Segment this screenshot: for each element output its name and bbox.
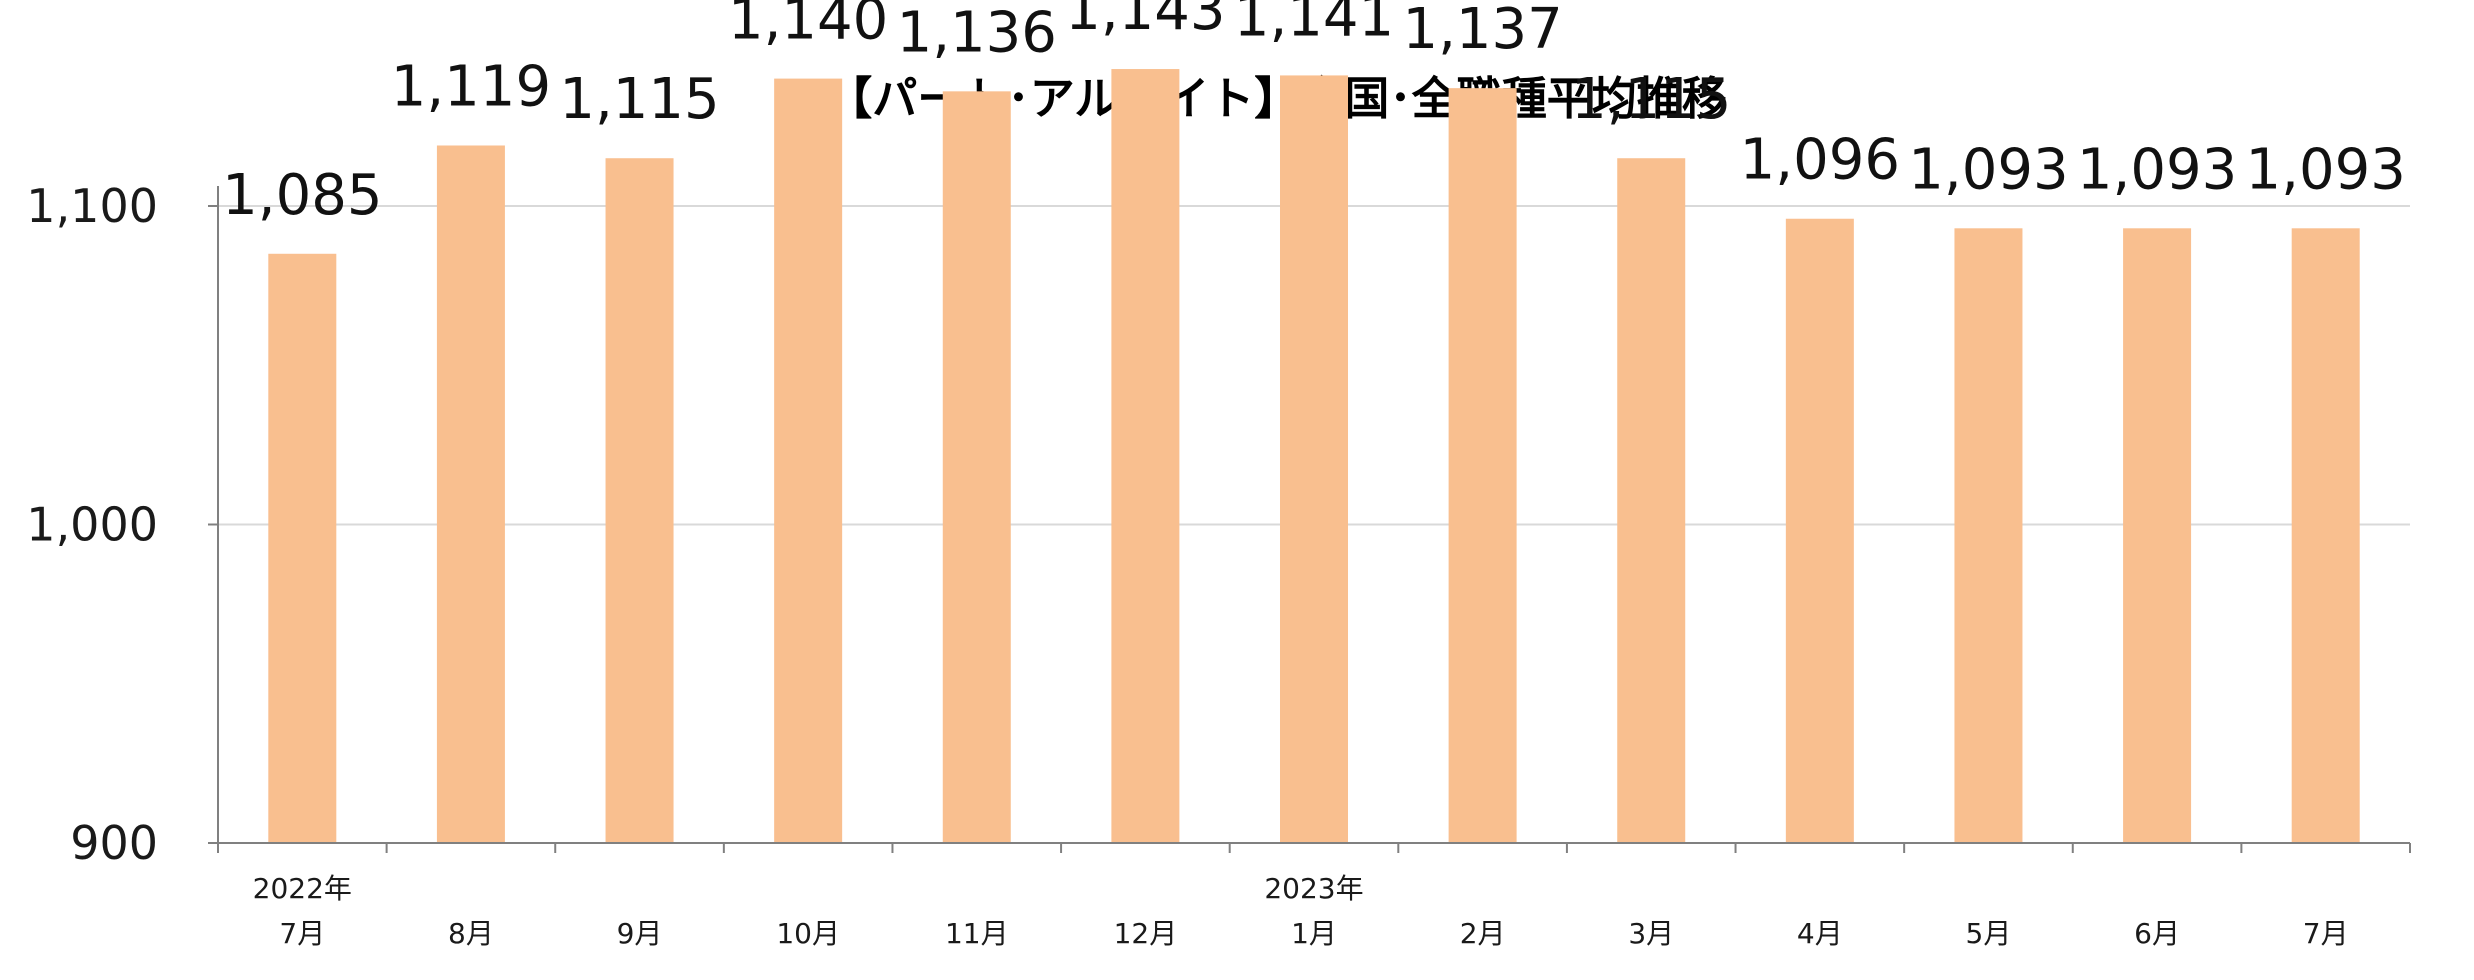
y-tick-label: 900 <box>70 816 158 870</box>
y-tick-label: 1,000 <box>26 498 158 552</box>
bar <box>1111 69 1180 844</box>
year-label: 2022年 <box>253 872 352 905</box>
data-label: 1,093 <box>1908 137 2068 202</box>
data-label: 1,115 <box>1571 67 1731 132</box>
x-tick-label: 12月 <box>1114 917 1178 950</box>
bar <box>2291 228 2360 844</box>
data-label: 1,093 <box>2246 137 2406 202</box>
data-label: 1,137 <box>1402 0 1562 62</box>
bar <box>1280 75 1348 844</box>
data-label: 1,119 <box>391 54 551 119</box>
data-label: 1,140 <box>728 0 888 53</box>
y-tick-label: 1,100 <box>26 179 158 233</box>
x-tick-label: 1月 <box>1291 917 1337 950</box>
x-tick-label: 9月 <box>617 917 663 950</box>
bar <box>268 253 337 843</box>
bar <box>1785 218 1854 844</box>
x-tick-label: 5月 <box>1966 917 2012 950</box>
bar <box>1617 158 1686 844</box>
data-label: 1,085 <box>222 163 382 228</box>
x-tick-label: 10月 <box>776 917 840 950</box>
bar <box>2123 228 2192 844</box>
bar <box>605 158 674 844</box>
x-tick-label: 7月 <box>2303 917 2349 950</box>
data-label: 1,136 <box>897 0 1057 65</box>
x-tick-label: 11月 <box>945 917 1009 950</box>
x-tick-label: 7月 <box>279 917 325 950</box>
x-tick-label: 2月 <box>1460 917 1506 950</box>
bar <box>436 145 505 844</box>
x-tick-label: 4月 <box>1797 917 1843 950</box>
data-label: 1,143 <box>1065 0 1225 43</box>
year-label: 2023年 <box>1264 872 1363 905</box>
x-tick-label: 6月 <box>2134 917 2180 950</box>
x-tick-label: 8月 <box>448 917 494 950</box>
bar <box>1954 228 2023 844</box>
data-label: 1,115 <box>559 67 719 132</box>
data-label: 1,096 <box>1740 128 1900 193</box>
x-tick-label: 3月 <box>1628 917 1674 950</box>
bar <box>1448 88 1517 843</box>
bar <box>774 78 843 844</box>
data-label: 1,093 <box>2077 137 2237 202</box>
bar <box>942 91 1011 844</box>
data-label: 1,141 <box>1234 0 1394 49</box>
